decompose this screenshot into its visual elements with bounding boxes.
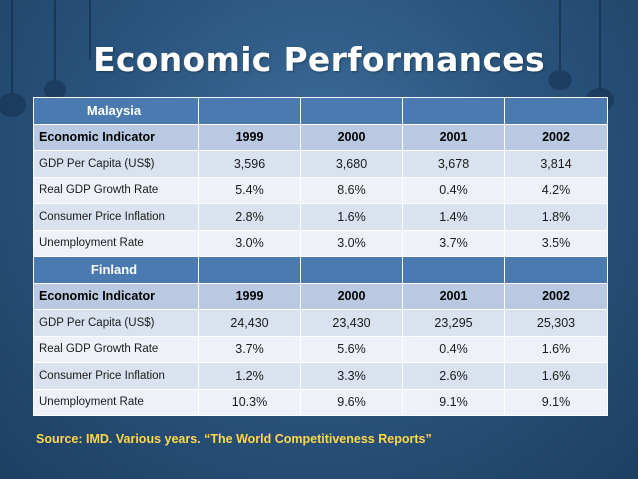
value-cell: 3,596 xyxy=(198,150,301,178)
value-cell: 0.4% xyxy=(402,335,505,363)
country-row-malaysia: Malaysia xyxy=(33,97,608,125)
value-cell: 9.1% xyxy=(504,388,608,416)
indicator-label: GDP Per Capita (US$) xyxy=(33,309,199,337)
value-cell: 3,814 xyxy=(504,150,608,178)
year-column-header: 2001 xyxy=(402,282,505,310)
year-column-header: 2001 xyxy=(402,123,505,151)
indicator-label: Consumer Price Inflation xyxy=(33,203,199,231)
table-row: Unemployment Rate 10.3% 9.6% 9.1% 9.1% xyxy=(33,388,608,416)
indicator-label: Consumer Price Inflation xyxy=(33,362,199,390)
country-row-empty-cell xyxy=(198,256,301,284)
source-note: Source: IMD. Various years. “The World C… xyxy=(36,432,432,446)
value-cell: 0.4% xyxy=(402,176,505,204)
year-column-header: 2002 xyxy=(504,282,608,310)
country-row-empty-cell xyxy=(402,97,505,125)
year-column-header: 2000 xyxy=(300,282,403,310)
table-row: Consumer Price Inflation 1.2% 3.3% 2.6% 1.6% xyxy=(33,362,608,390)
value-cell: 1.6% xyxy=(504,362,608,390)
indicator-column-header: Economic Indicator xyxy=(33,123,199,151)
indicator-label: Unemployment Rate xyxy=(33,229,199,257)
country-name: Finland xyxy=(33,256,199,284)
value-cell: 1.2% xyxy=(198,362,301,390)
value-cell: 1.6% xyxy=(504,335,608,363)
header-row: Economic Indicator 1999 2000 2001 2002 xyxy=(33,282,608,310)
country-row-finland: Finland xyxy=(33,256,608,284)
economic-table: Malaysia Economic Indicator 1999 2000 2001 20… xyxy=(33,97,608,416)
year-column-header: 1999 xyxy=(198,123,301,151)
value-cell: 3.5% xyxy=(504,229,608,257)
year-column-header: 2000 xyxy=(300,123,403,151)
value-cell: 3,680 xyxy=(300,150,403,178)
value-cell: 5.4% xyxy=(198,176,301,204)
table-row: Real GDP Growth Rate 3.7% 5.6% 0.4% 1.6% xyxy=(33,335,608,363)
value-cell: 9.1% xyxy=(402,388,505,416)
country-row-empty-cell xyxy=(504,256,608,284)
value-cell: 3.0% xyxy=(198,229,301,257)
country-row-empty-cell xyxy=(300,97,403,125)
country-row-empty-cell xyxy=(198,97,301,125)
value-cell: 2.6% xyxy=(402,362,505,390)
value-cell: 8.6% xyxy=(300,176,403,204)
page-title: Economic Performances xyxy=(93,40,545,79)
value-cell: 3.7% xyxy=(402,229,505,257)
indicator-label: Real GDP Growth Rate xyxy=(33,335,199,363)
country-row-empty-cell xyxy=(402,256,505,284)
table-row: Unemployment Rate 3.0% 3.0% 3.7% 3.5% xyxy=(33,229,608,257)
value-cell: 1.8% xyxy=(504,203,608,231)
value-cell: 2.8% xyxy=(198,203,301,231)
indicator-column-header: Economic Indicator xyxy=(33,282,199,310)
year-column-header: 2002 xyxy=(504,123,608,151)
year-column-header: 1999 xyxy=(198,282,301,310)
value-cell: 3.7% xyxy=(198,335,301,363)
value-cell: 1.6% xyxy=(300,203,403,231)
value-cell: 24,430 xyxy=(198,309,301,337)
value-cell: 23,430 xyxy=(300,309,403,337)
value-cell: 3,678 xyxy=(402,150,505,178)
value-cell: 3.3% xyxy=(300,362,403,390)
value-cell: 5.6% xyxy=(300,335,403,363)
value-cell: 1.4% xyxy=(402,203,505,231)
value-cell: 3.0% xyxy=(300,229,403,257)
header-row: Economic Indicator 1999 2000 2001 2002 xyxy=(33,123,608,151)
country-name: Malaysia xyxy=(33,97,199,125)
country-row-empty-cell xyxy=(504,97,608,125)
country-row-empty-cell xyxy=(300,256,403,284)
value-cell: 23,295 xyxy=(402,309,505,337)
value-cell: 10.3% xyxy=(198,388,301,416)
table-row: GDP Per Capita (US$) 3,596 3,680 3,678 3,814 xyxy=(33,150,608,178)
economic-table-container: Malaysia Economic Indicator 1999 2000 2001 20… xyxy=(33,97,608,416)
value-cell: 25,303 xyxy=(504,309,608,337)
indicator-label: Unemployment Rate xyxy=(33,388,199,416)
table-row: Consumer Price Inflation 2.8% 1.6% 1.4% 1.8% xyxy=(33,203,608,231)
indicator-label: Real GDP Growth Rate xyxy=(33,176,199,204)
indicator-label: GDP Per Capita (US$) xyxy=(33,150,199,178)
value-cell: 9.6% xyxy=(300,388,403,416)
value-cell: 4.2% xyxy=(504,176,608,204)
table-row: GDP Per Capita (US$) 24,430 23,430 23,295 25… xyxy=(33,309,608,337)
table-row: Real GDP Growth Rate 5.4% 8.6% 0.4% 4.2% xyxy=(33,176,608,204)
